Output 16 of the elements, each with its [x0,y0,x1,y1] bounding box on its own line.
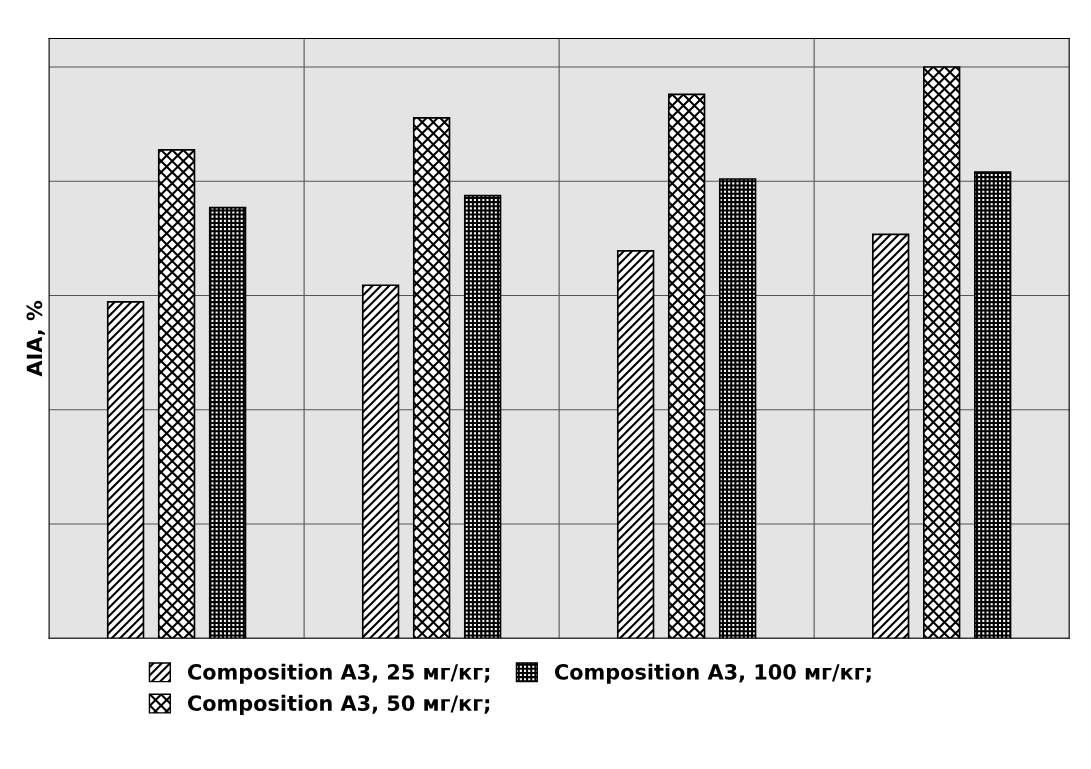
bar [157,149,196,639]
bar [718,178,757,639]
bar [616,250,655,639]
bar [106,300,145,639]
bar [463,194,502,639]
bar [412,117,451,639]
legend-label: Composition A3, 25 мг/кг; [187,663,490,684]
bar [667,93,706,639]
bar [973,171,1012,639]
bar [922,66,961,639]
legend-label: Composition A3, 100 мг/кг; [554,663,871,684]
bar [208,206,247,639]
bar [361,284,400,639]
legend-label: Composition A3, 50 мг/кг; [187,694,490,716]
y-axis-title: AIA, % [26,300,45,377]
bar [871,233,910,639]
